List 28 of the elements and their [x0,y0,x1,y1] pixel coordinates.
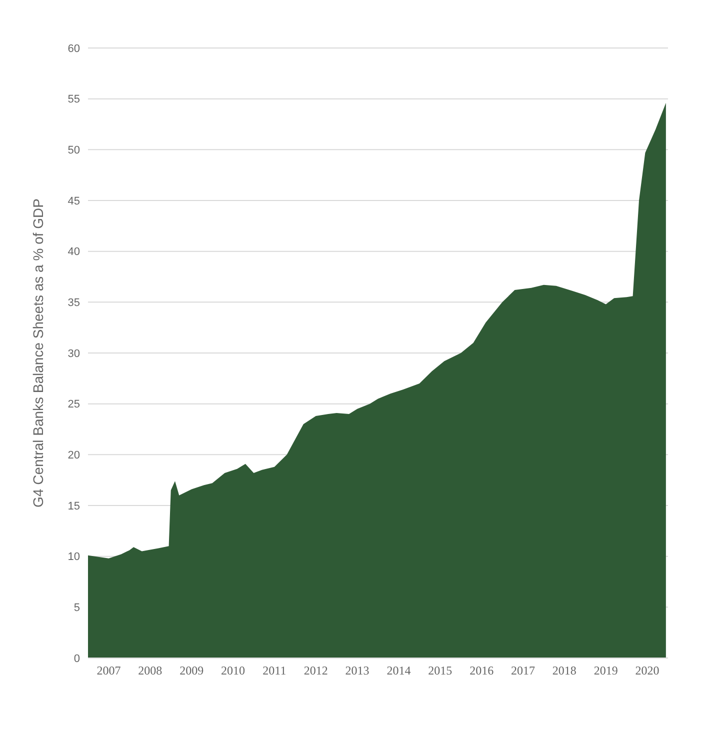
x-tick-label: 2008 [138,664,162,678]
x-tick-label: 2012 [304,664,328,678]
y-tick-label: 15 [68,500,80,512]
y-tick-label: 0 [74,652,80,665]
y-tick-label: 25 [68,398,80,411]
x-tick-label: 2011 [262,664,286,678]
y-tick-label: 50 [68,144,80,157]
y-tick-label: 35 [68,297,80,310]
x-tick-label: 2018 [552,664,576,678]
x-tick-label: 2007 [96,664,121,678]
x-tick-label: 2016 [470,664,494,678]
x-tick-label: 2014 [386,664,411,678]
x-tick-label: 2009 [180,664,204,678]
y-tick-label: 55 [68,94,80,106]
y-tick-label: 40 [68,246,80,258]
x-tick-label: 2020 [635,664,660,678]
y-tick-label: 20 [68,450,80,462]
x-tick-label: 2017 [511,664,535,678]
x-tick-label: 2013 [345,664,370,678]
x-tick-label: 2010 [221,664,245,678]
x-tick-label: 2019 [594,664,618,678]
y-tick-label: 60 [68,42,80,55]
x-tick-label: 2015 [428,664,452,678]
y-axis-title: G4 Central Banks Balance Sheets as a % of GDP [30,198,46,508]
y-tick-label: 45 [68,195,80,208]
y-tick-label: 5 [74,602,80,614]
y-tick-label: 30 [68,348,80,360]
y-tick-label: 10 [68,551,80,564]
